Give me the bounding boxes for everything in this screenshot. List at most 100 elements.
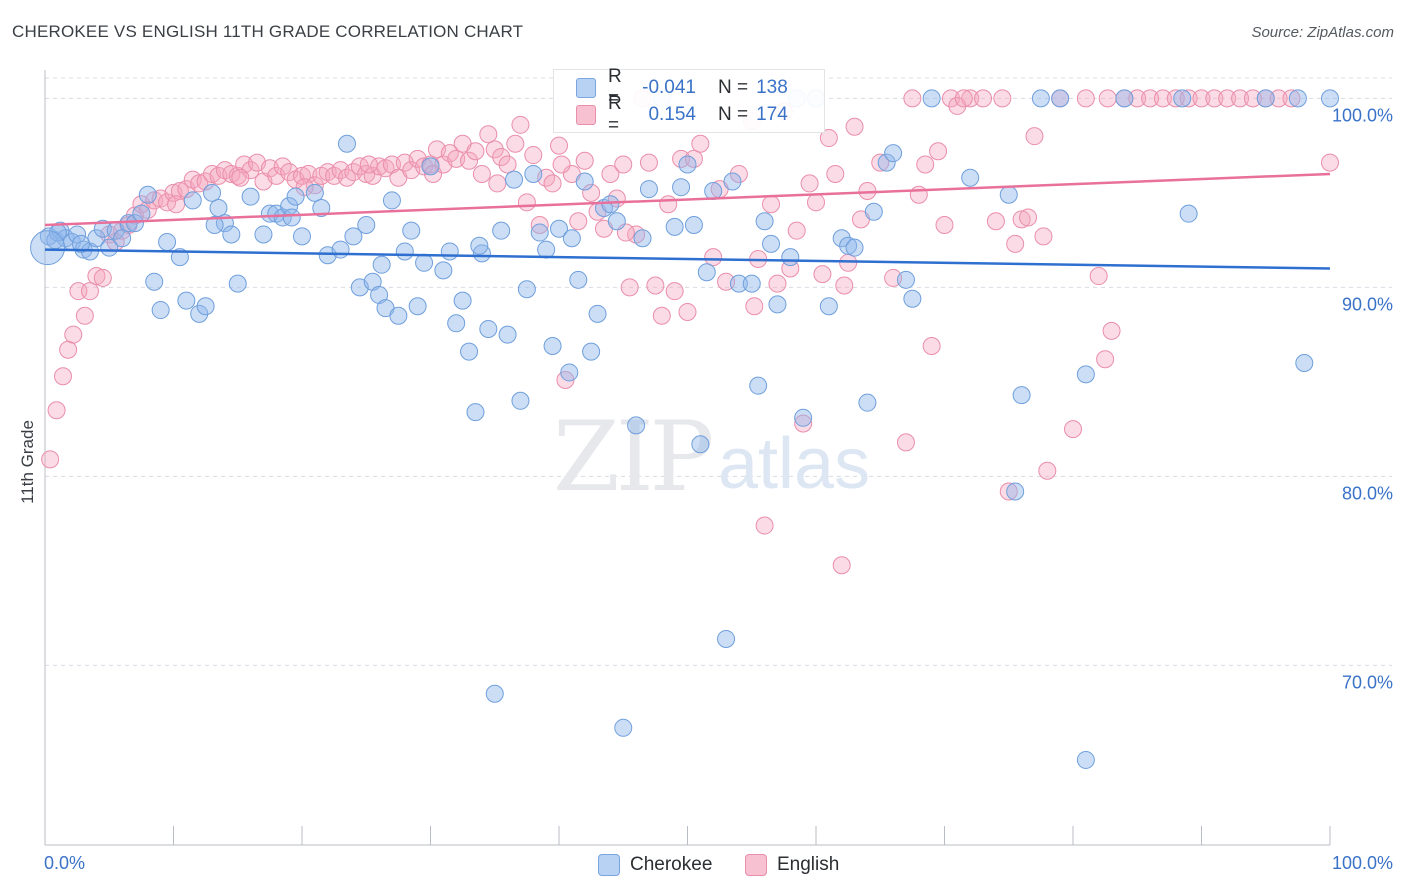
english-point [485,140,504,159]
cherokee-point [755,212,774,231]
cherokee-point [472,244,491,263]
english-point [755,516,774,535]
english-point [241,161,260,180]
cherokee-point [819,297,838,316]
english-point [466,142,485,161]
english-point [954,89,973,108]
english-point [601,164,620,183]
watermark-atlas: atlas [718,424,870,504]
english-point [1166,89,1185,108]
english-point [1089,267,1108,286]
cherokee-point [190,304,209,323]
english-point [41,450,60,469]
cherokee-point [434,261,453,280]
english-point [53,367,72,386]
english-point [460,151,479,170]
english-point [231,168,250,187]
english-point [524,146,543,165]
cherokee-point [864,202,883,221]
cherokee-point [125,214,144,233]
english-point [64,325,83,344]
cherokee-point [305,183,324,202]
english-point [652,306,671,325]
english-point [1025,127,1044,146]
english-point [80,282,99,301]
cherokee-point [415,253,434,272]
cherokee-point [138,185,157,204]
cherokee-point [337,134,356,153]
cherokee-point [203,183,222,202]
cherokee-point [665,217,684,236]
english-point [639,153,658,172]
cherokee-point [228,274,247,293]
english-r-value: 0.154 [648,104,696,125]
english-point [1096,350,1115,369]
cherokee-point [30,230,66,266]
cherokee-point [961,168,980,187]
english-point [492,147,511,166]
cherokee-point [832,229,851,248]
cherokee-point [254,225,273,244]
english-legend-swatch [745,854,767,876]
english-point [646,276,665,295]
english-point [295,178,314,197]
english-point [845,117,864,136]
cherokee-point [1173,89,1192,108]
cherokee-point [505,170,524,189]
cherokee-point [286,187,305,206]
cherokee-point [100,238,119,257]
english-point [569,212,588,231]
cherokee-point [222,225,241,244]
english-point [488,174,507,193]
legend-item-cherokee[interactable]: Cherokee [598,852,712,878]
english-point [1231,89,1250,108]
english-point [986,212,1005,231]
english-point [167,195,186,214]
cherokee-point [113,229,132,248]
cherokee-point [524,164,543,183]
legend-n-label: N = [718,104,749,125]
cherokee-point [470,236,489,255]
english-point [575,151,594,170]
english-point [1192,89,1211,108]
legend-item-english[interactable]: English [745,852,839,878]
english-point [704,248,723,267]
english-point [517,193,536,212]
axes [44,70,1331,846]
english-point [1218,89,1237,108]
english-point [974,89,993,108]
english-point [415,157,434,176]
cherokee-point [363,272,382,291]
series-legend: Cherokee English [0,852,1406,878]
y-axis-label: 11th Grade [18,420,37,504]
english-point [896,433,915,452]
cherokee-point [453,291,472,310]
cherokee-point [858,393,877,412]
cherokee-point [691,435,710,454]
cherokee-point [1076,750,1095,769]
cherokee-point [395,242,414,261]
cherokee-point [460,342,479,361]
cherokee-point [614,718,633,737]
cherokee-point [588,304,607,323]
cherokee-point [896,270,915,289]
english-point [498,155,517,174]
cherokee-point [717,629,736,648]
cherokee-point [389,306,408,325]
cherokee-point [537,240,556,259]
english-point [190,174,209,193]
english-point [93,268,112,287]
english-point [1243,89,1262,108]
cherokee-point [372,255,391,274]
x-tick-label: 100.0% [1332,853,1393,873]
cherokee-point [639,180,658,199]
english-point [909,185,928,204]
cherokee-point [723,172,742,191]
cherokee-point [196,297,215,316]
english-point [75,306,94,325]
cherokee-point [402,221,421,240]
cherokee-point [511,391,530,410]
cherokee-point [183,191,202,210]
english-point [1098,89,1117,108]
